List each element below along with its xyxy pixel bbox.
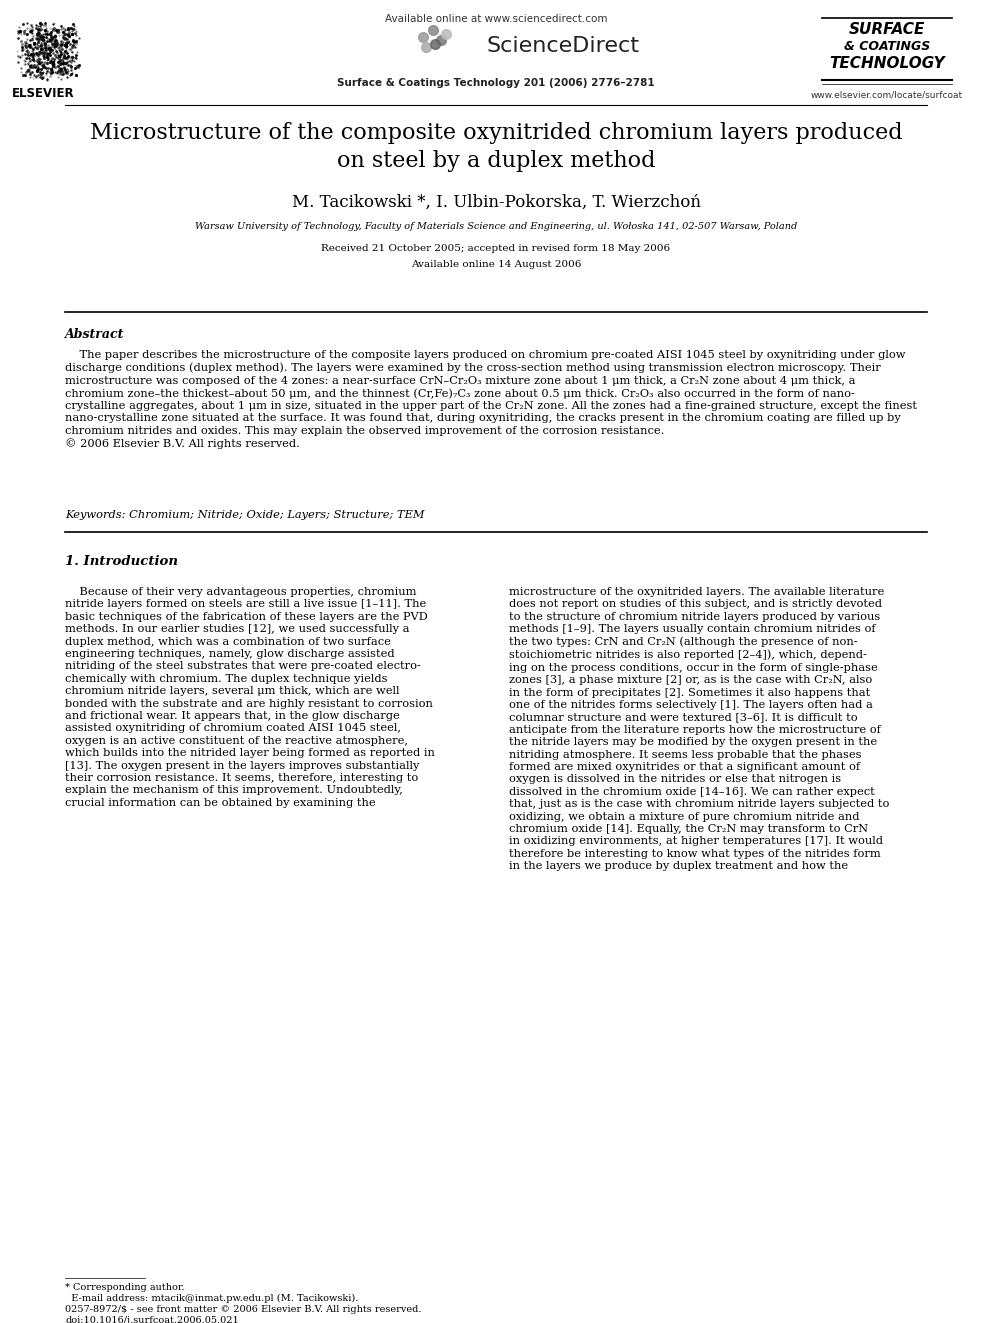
Text: Warsaw University of Technology, Faculty of Materials Science and Engineering, u: Warsaw University of Technology, Faculty… <box>194 222 798 232</box>
Text: The paper describes the microstructure of the composite layers produced on chrom: The paper describes the microstructure o… <box>65 351 917 450</box>
Text: ELSEVIER: ELSEVIER <box>12 87 74 101</box>
Text: Received 21 October 2005; accepted in revised form 18 May 2006: Received 21 October 2005; accepted in re… <box>321 243 671 253</box>
Text: * Corresponding author.
  E-mail address: mtacik@inmat.pw.edu.pl (M. Tacikowski): * Corresponding author. E-mail address: … <box>65 1283 358 1303</box>
Text: Microstructure of the composite oxynitrided chromium layers produced: Microstructure of the composite oxynitri… <box>89 122 903 144</box>
Text: Because of their very advantageous properties, chromium
nitride layers formed on: Because of their very advantageous prope… <box>65 587 434 808</box>
Text: & COATINGS: & COATINGS <box>844 40 930 53</box>
Text: Abstract: Abstract <box>65 328 124 341</box>
Text: SURFACE: SURFACE <box>849 22 926 37</box>
Text: microstructure of the oxynitrided layers. The available literature
does not repo: microstructure of the oxynitrided layers… <box>509 587 889 872</box>
Text: www.elsevier.com/locate/surfcoat: www.elsevier.com/locate/surfcoat <box>810 90 963 99</box>
Text: Keywords: Chromium; Nitride; Oxide; Layers; Structure; TEM: Keywords: Chromium; Nitride; Oxide; Laye… <box>65 509 425 520</box>
Text: TECHNOLOGY: TECHNOLOGY <box>829 56 944 71</box>
Text: 0257-8972/$ - see front matter © 2006 Elsevier B.V. All rights reserved.
doi:10.: 0257-8972/$ - see front matter © 2006 El… <box>65 1304 422 1323</box>
Text: M. Tacikowski *, I. Ulbin-Pokorska, T. Wierzchoń: M. Tacikowski *, I. Ulbin-Pokorska, T. W… <box>292 194 700 210</box>
Text: ScienceDirect: ScienceDirect <box>486 36 639 56</box>
Text: Surface & Coatings Technology 201 (2006) 2776–2781: Surface & Coatings Technology 201 (2006)… <box>337 78 655 89</box>
Text: 1. Introduction: 1. Introduction <box>65 556 178 568</box>
Text: Available online at www.sciencedirect.com: Available online at www.sciencedirect.co… <box>385 15 607 24</box>
Text: Available online 14 August 2006: Available online 14 August 2006 <box>411 261 581 269</box>
Text: on steel by a duplex method: on steel by a duplex method <box>336 149 656 172</box>
